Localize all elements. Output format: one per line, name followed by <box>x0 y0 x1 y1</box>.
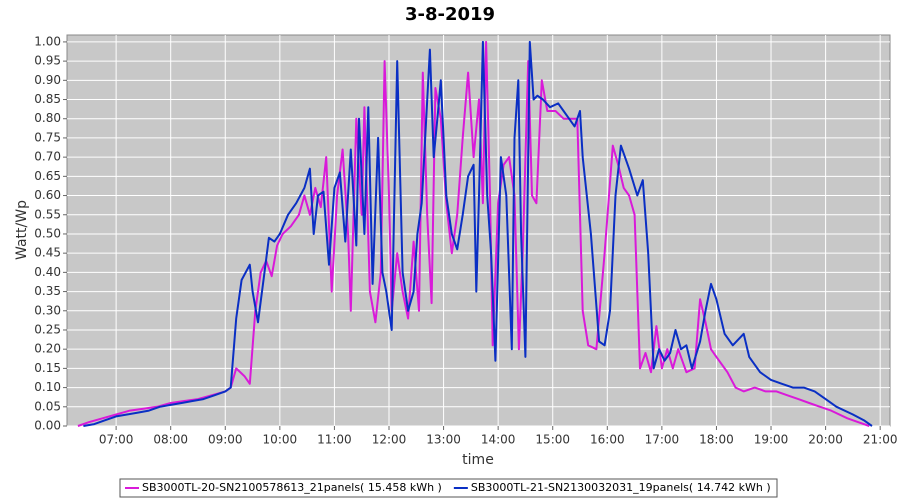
legend-label: SB3000TL-20-SN2100578613_21panels( 15.45… <box>142 481 442 494</box>
y-tick-label: 0.30 <box>34 303 61 317</box>
y-tick-label: 0.50 <box>34 226 61 240</box>
x-tick-label: 17:00 <box>645 433 680 447</box>
y-tick-label: 0.00 <box>34 419 61 433</box>
x-tick-label: 12:00 <box>372 433 407 447</box>
y-tick-label: 0.70 <box>34 150 61 164</box>
series-line <box>83 40 873 427</box>
y-tick-label: 0.75 <box>34 130 61 144</box>
y-tick-label: 0.20 <box>34 342 61 356</box>
x-tick-label: 18:00 <box>699 433 734 447</box>
y-tick-label: 0.80 <box>34 111 61 125</box>
x-tick-label: 13:00 <box>426 433 461 447</box>
x-tick-label: 14:00 <box>481 433 516 447</box>
x-tick-label: 21:00 <box>863 433 898 447</box>
x-tick-label: 19:00 <box>754 433 789 447</box>
x-tick-label: 09:00 <box>208 433 243 447</box>
legend-box <box>119 478 778 498</box>
y-tick-label: 0.65 <box>34 169 61 183</box>
y-tick-label: 0.85 <box>34 92 61 106</box>
x-tick-label: 08:00 <box>153 433 188 447</box>
y-tick-label: 0.45 <box>34 246 61 260</box>
y-tick-label: 0.35 <box>34 284 61 298</box>
y-tick-label: 0.10 <box>34 380 61 394</box>
x-tick-label: 10:00 <box>263 433 298 447</box>
y-tick-label: 0.95 <box>34 54 61 68</box>
legend-label: SB3000TL-21-SN2130032031_19panels( 14.74… <box>471 481 771 494</box>
y-tick-label: 0.90 <box>34 73 61 87</box>
x-axis-title: time <box>462 452 494 468</box>
x-tick-label: 16:00 <box>590 433 625 447</box>
x-tick-label: 07:00 <box>99 433 134 447</box>
x-tick-label: 15:00 <box>535 433 570 447</box>
x-tick-label: 11:00 <box>317 433 352 447</box>
y-tick-label: 0.25 <box>34 322 61 336</box>
y-axis-title: Watt/Wp <box>14 200 30 260</box>
y-tick-label: 0.60 <box>34 188 61 202</box>
y-tick-label: 0.05 <box>34 399 61 413</box>
chart-title: 3-8-2019 <box>405 4 495 25</box>
y-tick-label: 1.00 <box>34 34 61 48</box>
y-tick-label: 0.15 <box>34 361 61 375</box>
y-tick-label: 0.55 <box>34 207 61 221</box>
y-tick-label: 0.40 <box>34 265 61 279</box>
series-line <box>77 40 870 427</box>
x-tick-label: 20:00 <box>808 433 843 447</box>
